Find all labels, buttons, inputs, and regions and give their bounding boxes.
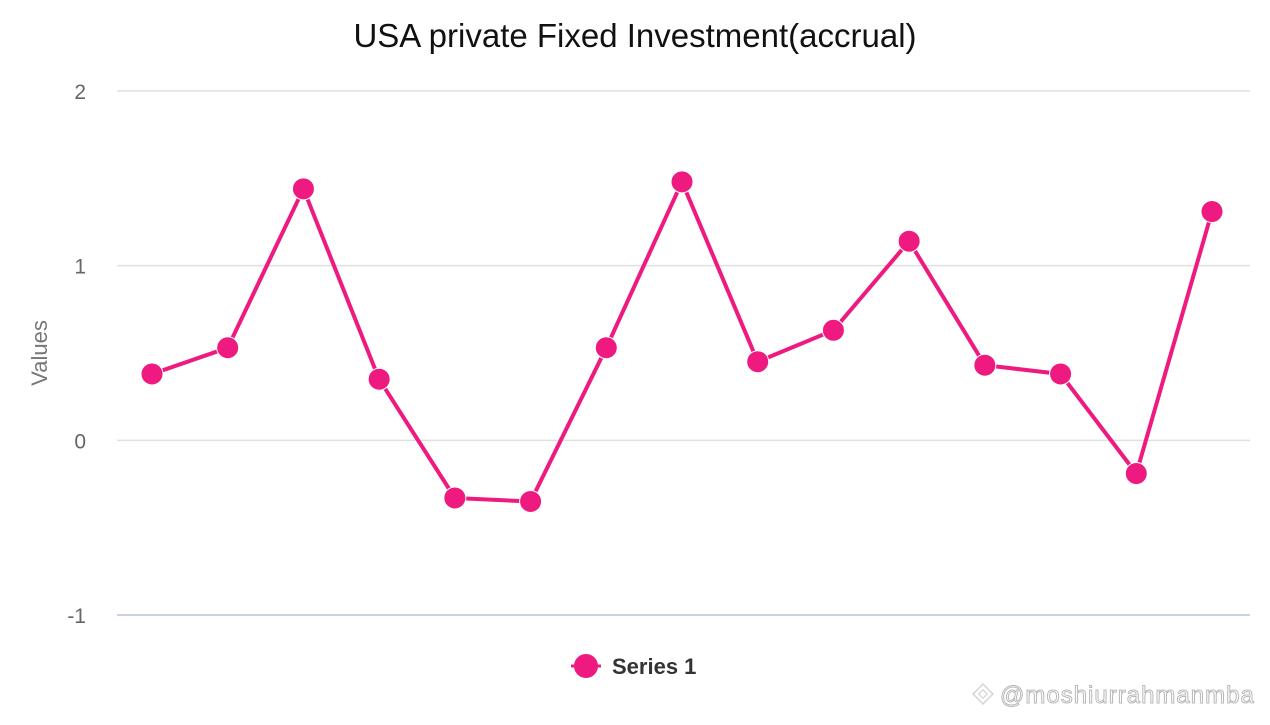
series-1-line xyxy=(151,179,1214,504)
data-point[interactable] xyxy=(670,170,694,194)
watermark-text: @moshiurrahmanmba xyxy=(1000,682,1255,709)
data-point[interactable] xyxy=(746,350,770,374)
data-point[interactable] xyxy=(216,336,240,360)
chart-title: USA private Fixed Investment(accrual) xyxy=(353,17,916,54)
gridlines xyxy=(117,90,1250,616)
legend-series-1-marker xyxy=(574,654,598,678)
binance-diamond-icon xyxy=(972,683,994,705)
data-point[interactable] xyxy=(140,362,164,386)
y-axis-tick-labels: -1 0 1 2 xyxy=(67,81,86,628)
data-point[interactable] xyxy=(1049,362,1073,386)
legend[interactable]: Series 1 xyxy=(571,654,696,679)
data-point[interactable] xyxy=(443,486,467,510)
y-tick-label: -1 xyxy=(67,605,86,628)
y-tick-label: 0 xyxy=(74,430,86,453)
y-tick-label: 1 xyxy=(74,256,86,279)
data-point[interactable] xyxy=(1200,200,1224,224)
data-point[interactable] xyxy=(973,353,997,377)
data-point[interactable] xyxy=(594,336,618,360)
data-point[interactable] xyxy=(367,367,391,391)
watermark: @moshiurrahmanmba xyxy=(972,682,1255,710)
data-point[interactable] xyxy=(821,318,845,342)
data-point[interactable] xyxy=(897,229,921,253)
y-axis-title: Values xyxy=(27,320,52,386)
data-point[interactable] xyxy=(519,489,543,513)
y-tick-label: 2 xyxy=(74,81,86,104)
data-point[interactable] xyxy=(1124,462,1148,486)
data-point[interactable] xyxy=(291,177,315,201)
series-1-plot xyxy=(140,170,1224,513)
legend-series-1-label: Series 1 xyxy=(612,654,696,679)
